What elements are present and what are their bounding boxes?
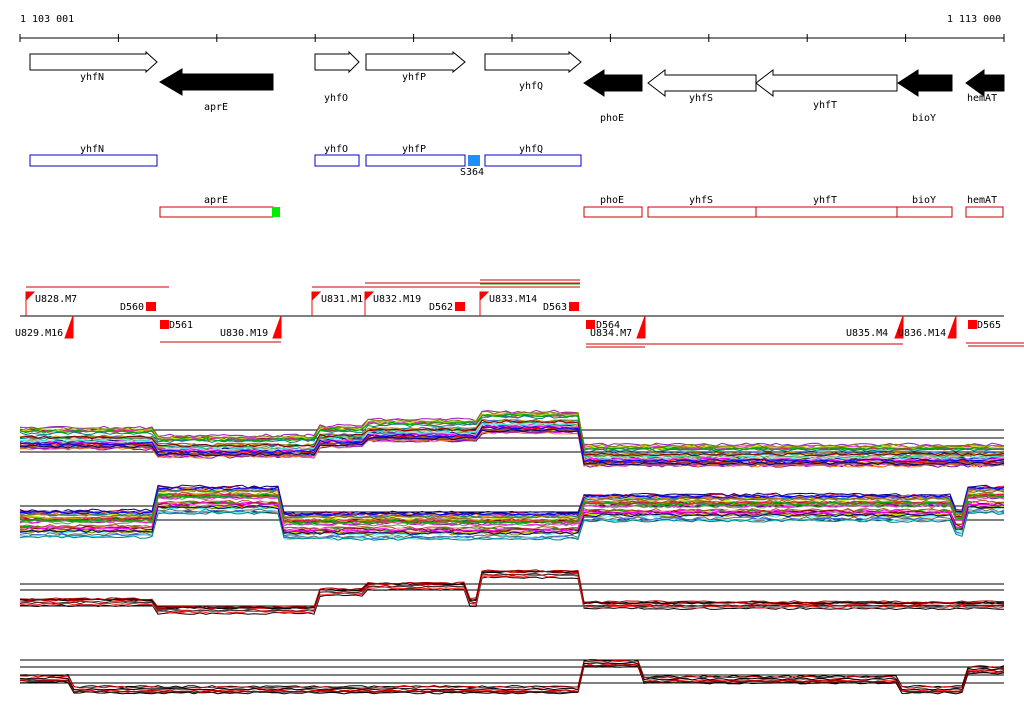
flag-U835[interactable] xyxy=(894,315,904,339)
label-U836: U836.M14 xyxy=(898,328,946,339)
label-U833: U833.M14 xyxy=(489,294,537,305)
label-U834: U834.M7 xyxy=(590,328,632,339)
marker-D562[interactable] xyxy=(455,302,465,311)
label-U829: U829.M16 xyxy=(15,328,63,339)
gene-arrow-hemAT[interactable] xyxy=(965,69,1005,97)
green-marker[interactable] xyxy=(272,207,280,217)
blue-marker-label: S364 xyxy=(460,167,484,178)
marker-D564[interactable] xyxy=(586,320,595,329)
label-D565: D565 xyxy=(977,320,1001,331)
flag-U828[interactable] xyxy=(25,291,36,316)
blue-box-yhfP[interactable] xyxy=(365,154,466,167)
red-box-yhfS[interactable] xyxy=(647,206,757,218)
marker-D565[interactable] xyxy=(968,320,977,329)
label-U835: U835.M4 xyxy=(846,328,888,339)
red-feature-track: aprE phoE yhfS yhfT bioY hemAT xyxy=(159,195,1004,218)
marker-D563[interactable] xyxy=(569,302,579,311)
blue-box-yhfQ[interactable] xyxy=(484,154,582,167)
gene-arrow-track: yhfN aprE yhfO yhfP yhfQ phoE yhfS yhfT … xyxy=(29,50,1005,124)
label-U830: U830.M19 xyxy=(220,328,268,339)
label-D562: D562 xyxy=(429,302,453,313)
red-box-hemAT[interactable] xyxy=(965,206,1004,218)
expression-panel-1 xyxy=(19,409,1005,468)
blue-box-yhfO[interactable] xyxy=(314,154,360,167)
label-D563: D563 xyxy=(543,302,567,313)
red-box-phoE[interactable] xyxy=(583,206,643,218)
gene-label-yhfQ: yhfQ xyxy=(519,81,543,92)
gene-label-yhfS: yhfS xyxy=(689,93,713,104)
red-label-hemAT: hemAT xyxy=(967,195,997,206)
gene-arrow-phoE[interactable] xyxy=(583,69,643,97)
red-label-phoE: phoE xyxy=(600,195,624,206)
flag-U832[interactable] xyxy=(364,291,375,316)
flag-U829[interactable] xyxy=(64,315,74,339)
gene-arrow-yhfQ[interactable] xyxy=(484,50,582,74)
gene-label-aprE: aprE xyxy=(204,102,228,113)
red-box-bioY[interactable] xyxy=(896,206,953,218)
flag-U831[interactable] xyxy=(311,291,322,316)
expression-panel-2 xyxy=(19,484,1005,541)
label-U828: U828.M7 xyxy=(35,294,77,305)
blue-label-yhfQ: yhfQ xyxy=(519,144,543,155)
red-label-yhfT: yhfT xyxy=(813,195,837,206)
red-label-yhfS: yhfS xyxy=(689,195,713,206)
ruler-start-label: 1 103 001 xyxy=(20,14,74,25)
blue-marker-S364[interactable] xyxy=(468,155,480,166)
flag-U833[interactable] xyxy=(479,291,490,316)
flag-U836[interactable] xyxy=(947,315,957,339)
gene-arrow-yhfO[interactable] xyxy=(314,50,360,74)
red-box-aprE[interactable] xyxy=(159,206,274,218)
expression-panel-3 xyxy=(19,569,1005,615)
blue-label-yhfN: yhfN xyxy=(80,144,104,155)
red-box-yhfT[interactable] xyxy=(755,206,898,218)
red-label-aprE: aprE xyxy=(204,195,228,206)
label-D564: D564 xyxy=(596,320,620,331)
blue-feature-track: yhfN yhfO yhfP S364 yhfQ xyxy=(29,144,582,178)
gene-label-bioY: bioY xyxy=(912,113,936,124)
label-D561: D561 xyxy=(169,320,193,331)
gene-arrow-yhfT[interactable] xyxy=(755,68,898,98)
gene-arrow-aprE[interactable] xyxy=(159,68,274,96)
blue-box-yhfN[interactable] xyxy=(29,154,158,167)
gene-arrow-bioY[interactable] xyxy=(897,69,953,97)
red-label-bioY: bioY xyxy=(912,195,936,206)
expression-panel-4 xyxy=(19,659,1005,695)
transcript-track: U828.M7 D560 U831.M1 U832.M19 D562 U833.… xyxy=(15,279,1024,348)
label-D560: D560 xyxy=(120,302,144,313)
flag-U830[interactable] xyxy=(272,315,282,339)
gene-label-yhfO: yhfO xyxy=(324,93,348,104)
label-U831: U831.M1 xyxy=(321,294,363,305)
gene-label-hemAT: hemAT xyxy=(967,93,997,104)
ruler-end-label: 1 113 000 xyxy=(947,14,1001,25)
marker-D561[interactable] xyxy=(160,320,169,329)
gene-label-phoE: phoE xyxy=(600,113,624,124)
gene-arrow-yhfS[interactable] xyxy=(647,68,757,98)
gene-arrow-yhfN[interactable] xyxy=(29,50,158,74)
coordinate-ruler: 1 103 001 1 113 000 xyxy=(19,14,1005,42)
flag-U834[interactable] xyxy=(636,315,646,339)
blue-label-yhfO: yhfO xyxy=(324,144,348,155)
label-U832: U832.M19 xyxy=(373,294,421,305)
gene-label-yhfN: yhfN xyxy=(80,72,104,83)
gene-label-yhfP: yhfP xyxy=(402,72,426,83)
marker-D560[interactable] xyxy=(146,302,156,311)
gene-arrow-yhfP[interactable] xyxy=(365,50,466,74)
gene-label-yhfT: yhfT xyxy=(813,100,837,111)
blue-label-yhfP: yhfP xyxy=(402,144,426,155)
